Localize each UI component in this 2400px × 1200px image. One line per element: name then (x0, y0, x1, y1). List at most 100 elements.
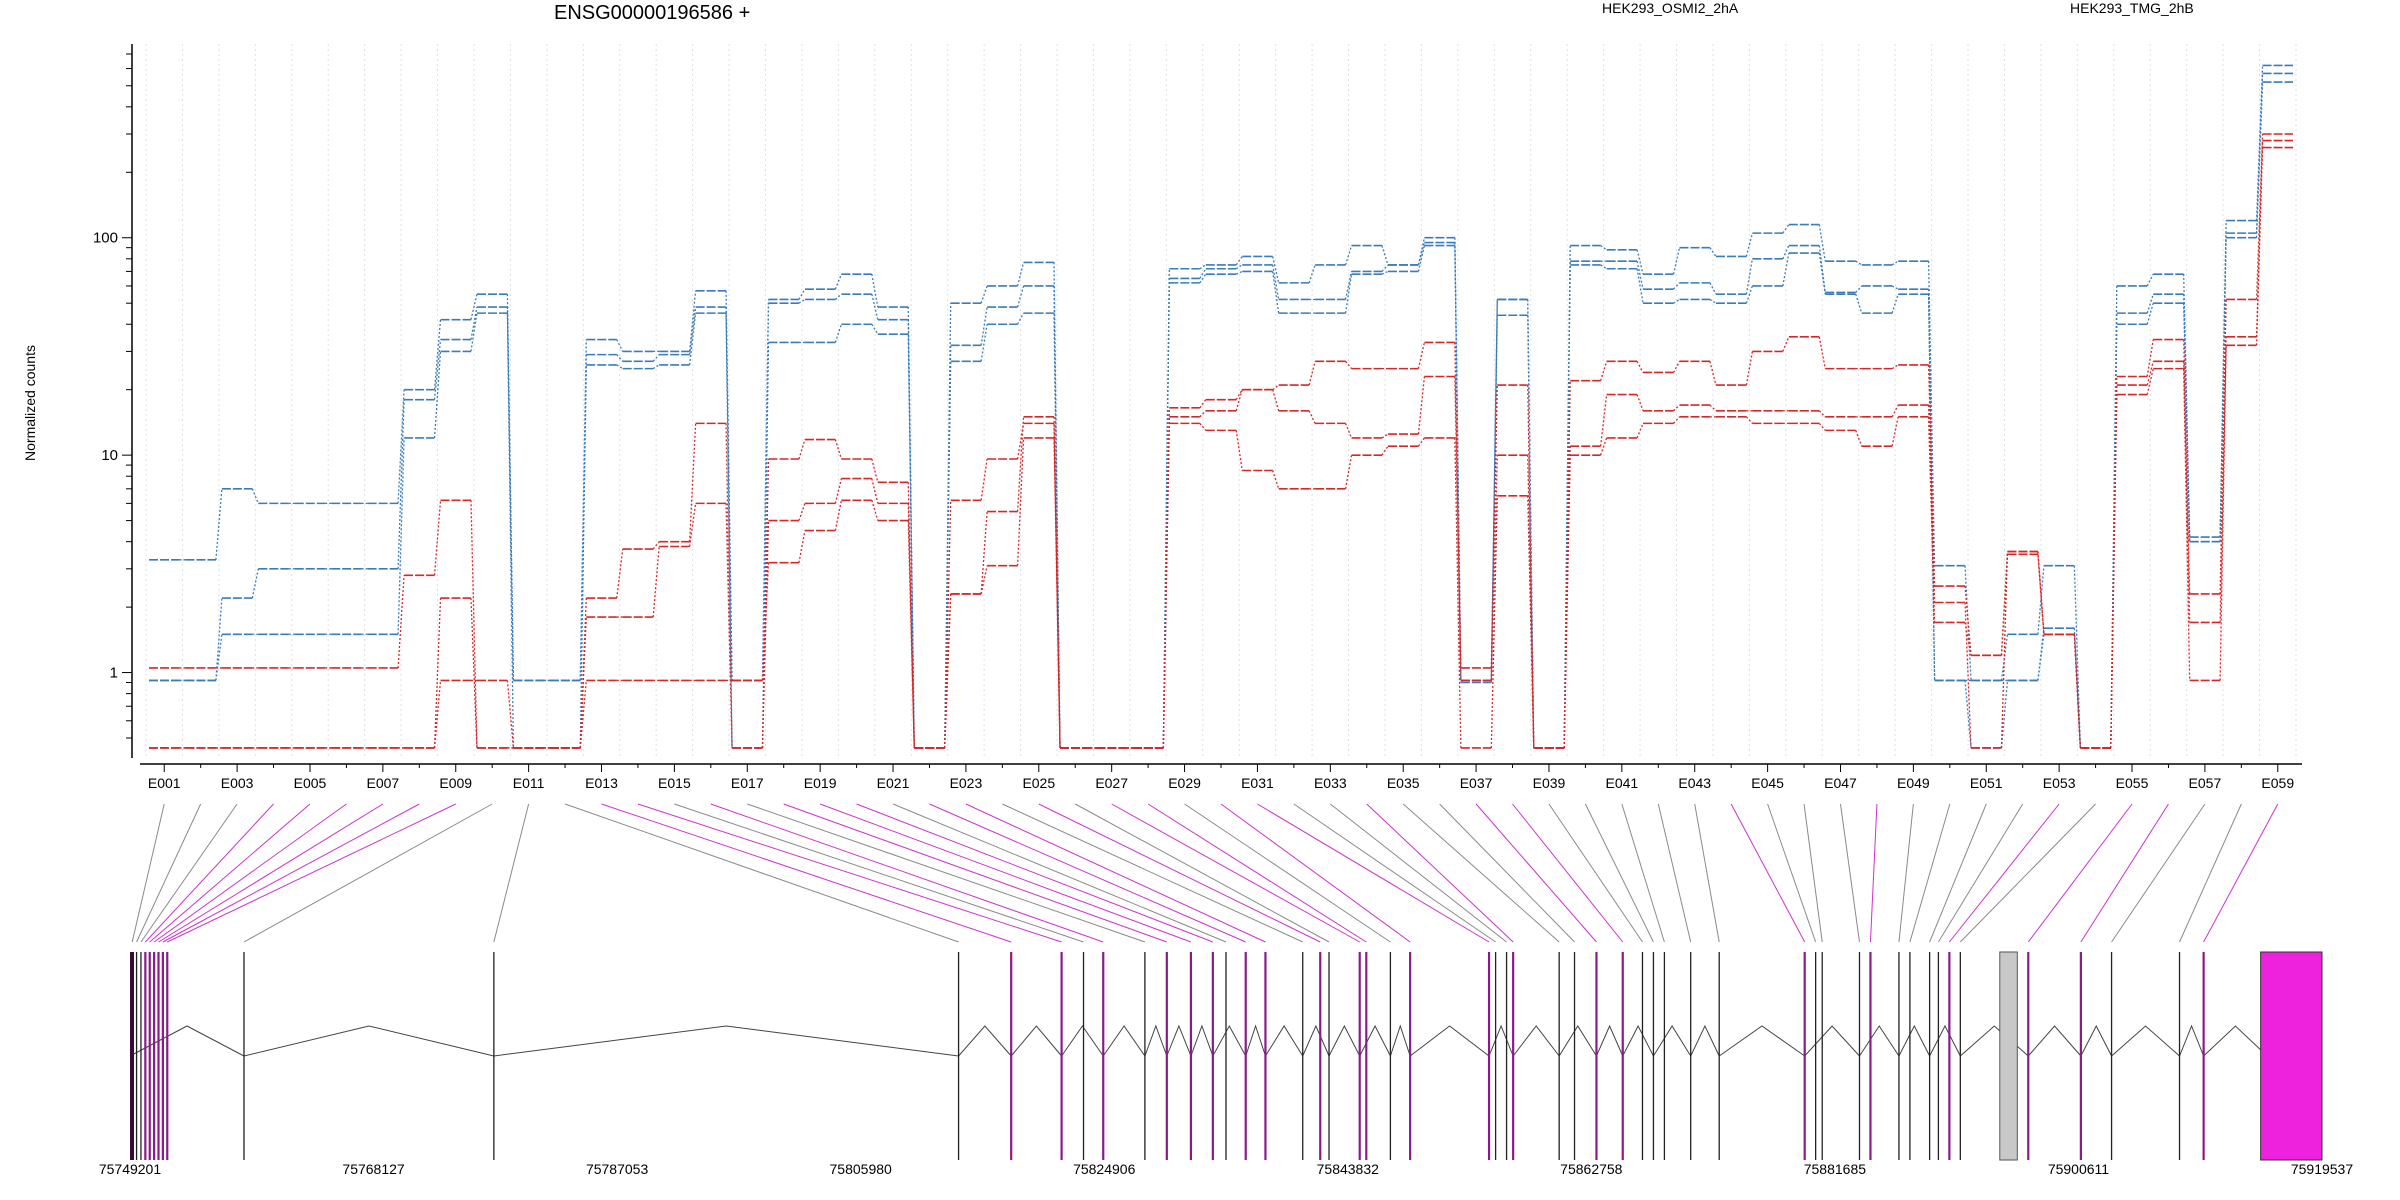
series-connector (1490, 385, 1498, 668)
series-connector (1272, 384, 1280, 391)
exon-connector (2179, 803, 2242, 943)
exon-connector (1869, 803, 1878, 943)
series-connector (1891, 293, 1899, 314)
series-connector (871, 458, 879, 483)
series-connector (652, 541, 660, 550)
series-connector (1600, 361, 1608, 381)
intron-line (1144, 1024, 1168, 1057)
series-connector (1235, 270, 1243, 275)
x-tick-label: E055 (2116, 775, 2149, 791)
series-connector (433, 500, 442, 576)
exon-connector (637, 803, 1062, 943)
series-connector (2146, 303, 2154, 325)
series-connector (1745, 285, 1754, 304)
series-connector (2000, 551, 2009, 656)
exon-connector (1839, 803, 1860, 943)
series-connector (506, 294, 515, 681)
intron-line (2027, 1025, 2082, 1057)
series-connector (2255, 65, 2264, 221)
series-connector (798, 439, 806, 460)
exon-connector (1475, 803, 1597, 943)
exon-connector (564, 803, 959, 943)
exon-connector (1730, 803, 1806, 943)
intron-line (1718, 1025, 1805, 1057)
series-connector (2110, 376, 2118, 748)
series-connector (2000, 551, 2009, 748)
series-connector (1235, 256, 1243, 266)
exon-connector (1898, 803, 1914, 943)
series-connector (433, 680, 442, 749)
series-connector (1600, 437, 1608, 456)
exon-connector (1929, 803, 1987, 943)
series-connector (1199, 422, 1207, 431)
intron-line (1622, 1024, 1654, 1057)
exon-connector (1959, 803, 2096, 943)
exon-connector (243, 803, 493, 943)
intron-line (243, 1025, 494, 1057)
exon-connector (783, 803, 1167, 943)
intron-line (1409, 1025, 1490, 1057)
series-connector (688, 423, 697, 542)
series-connector (2037, 628, 2045, 681)
exon-connector (1548, 803, 1643, 943)
series-connector (1308, 410, 1316, 424)
exon-connector (162, 803, 420, 943)
exon-connector (149, 803, 311, 943)
y-tick-label: 100 (93, 230, 118, 247)
series-connector (215, 634, 223, 681)
series-connector (2037, 551, 2045, 635)
series-connector (834, 273, 842, 290)
exon-connector (710, 803, 1104, 943)
series-connector (579, 680, 587, 749)
intron-line (1010, 1025, 1062, 1057)
intron-line (958, 1025, 1012, 1057)
intron-line (1302, 1024, 1330, 1057)
series-connector (616, 548, 624, 599)
intron-line (1558, 1025, 1597, 1057)
series-connector (1235, 389, 1243, 400)
x-tick-label: E009 (439, 775, 472, 791)
series-connector (2000, 634, 2009, 681)
series-connector (616, 364, 624, 370)
series-connector (652, 354, 660, 362)
series-connector (1636, 394, 1644, 411)
x-tick-label: E027 (1095, 775, 1128, 791)
y-tick-label: 1 (110, 665, 118, 682)
x-tick-label: E045 (1751, 775, 1784, 791)
intron-line (1959, 1025, 2029, 1057)
gene-model (129, 951, 2323, 1161)
series-connector (1673, 282, 1680, 290)
series-connector (616, 354, 624, 362)
series-connector (1855, 430, 1863, 447)
x-tick-label: E033 (1314, 775, 1347, 791)
series-connector (1527, 385, 1535, 748)
exon-connector (2080, 803, 2169, 943)
exon-connector (929, 803, 1246, 943)
exon-connector (892, 803, 1227, 943)
series-connector (1709, 404, 1717, 412)
x-tick-label: E049 (1897, 775, 1930, 791)
exon-connector (747, 803, 1146, 943)
series-connector (1745, 416, 1753, 424)
x-tick-label: E007 (367, 775, 400, 791)
series-connector (1927, 261, 1936, 566)
series-connector (579, 598, 587, 748)
intron-line (2179, 1024, 2205, 1057)
series-connector (1563, 380, 1571, 748)
genomic-coordinate-label: 75768127 (342, 1161, 405, 1177)
exon-connector (1937, 803, 2024, 943)
series-connector (1673, 416, 1680, 424)
x-tick-label: E021 (877, 775, 910, 791)
series-connector (725, 290, 733, 681)
intron-line (1595, 1024, 1624, 1057)
series-connector (1162, 278, 1170, 748)
series-connector (1381, 264, 1389, 272)
intron-line (2080, 1024, 2113, 1057)
series-connector (871, 478, 879, 504)
series-connector (397, 389, 405, 504)
intron-line (2111, 1025, 2180, 1057)
series-connector (1855, 260, 1863, 266)
exon-connector (1330, 803, 1507, 943)
series-connector (2146, 368, 2154, 395)
series-connector (470, 313, 478, 352)
